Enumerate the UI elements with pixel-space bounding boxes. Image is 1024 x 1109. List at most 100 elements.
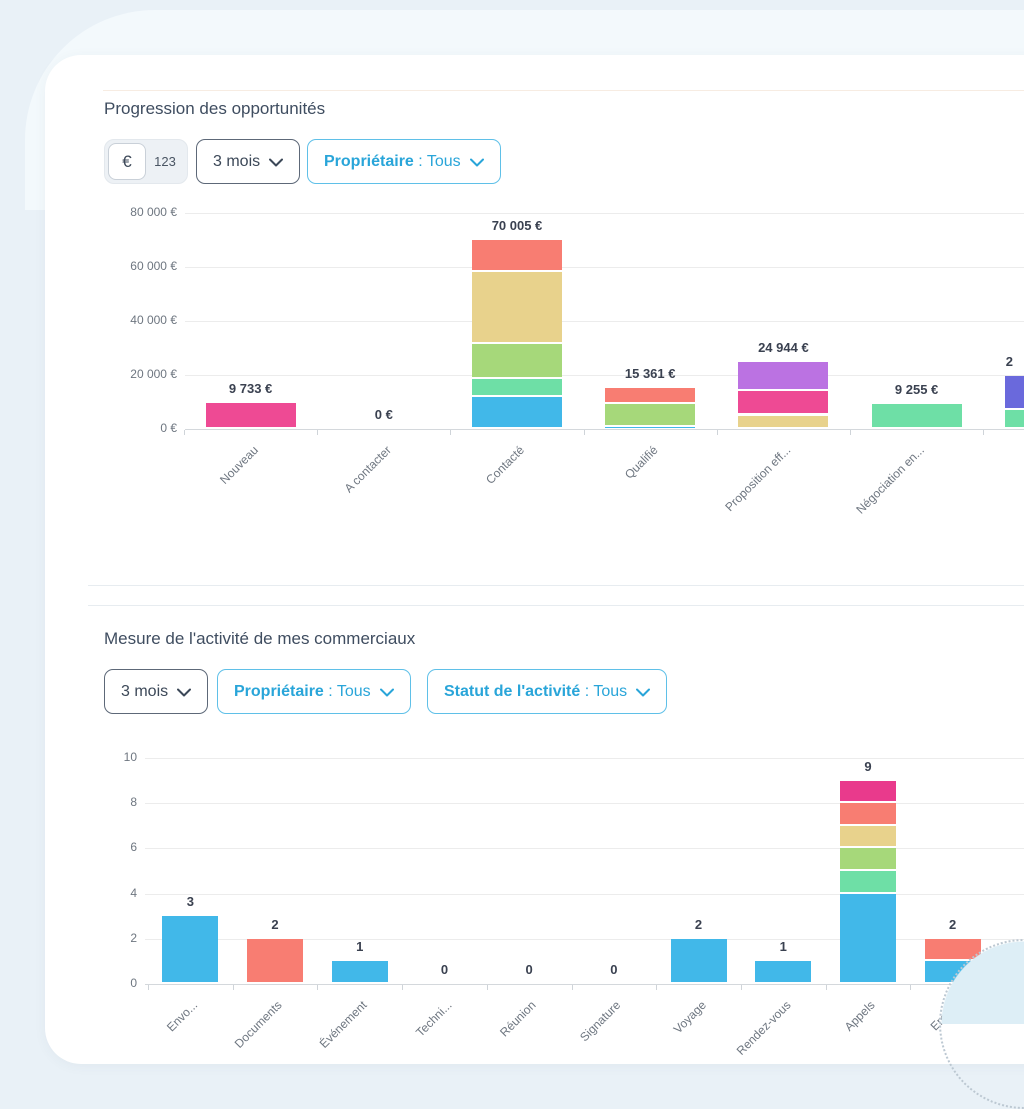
- y-axis-tick-label: 0 €: [160, 421, 177, 435]
- bar-segment-blue[interactable]: [331, 961, 388, 982]
- bar-value-label: 0: [525, 962, 533, 977]
- unit-toggle: € 123: [104, 139, 188, 184]
- y-axis-tick-label: 8: [130, 795, 137, 810]
- bar-value-label: 9 255 €: [894, 382, 939, 397]
- filter-label: Propriétaire: [324, 152, 414, 170]
- bar-value-label: 0 €: [374, 407, 393, 422]
- bar-value-label: 9: [864, 758, 872, 774]
- bar-segment-green[interactable]: [839, 848, 896, 869]
- bar-segment-blue[interactable]: [839, 893, 896, 982]
- period-select-opportunities[interactable]: 3 mois: [196, 139, 301, 184]
- filter-value: Tous: [593, 682, 628, 700]
- y-axis-tick-label: 80 000 €: [130, 205, 177, 219]
- bar-segment-blue[interactable]: [472, 396, 562, 427]
- y-axis-tick-label: 20 000 €: [130, 367, 177, 381]
- filter-separator: :: [323, 682, 337, 700]
- bar-segment-blue[interactable]: [755, 961, 812, 982]
- activity-chart: 10 8 6 4 2 0 3 Envo... 2 Documents 1 Événement 0 Tech…: [124, 750, 1024, 1058]
- bar-value-label: 3: [186, 894, 194, 910]
- bar-segment-blue[interactable]: [670, 938, 727, 982]
- bar-segment-indigo[interactable]: [1004, 376, 1024, 409]
- unit-toggle-currency-button[interactable]: €: [108, 143, 146, 180]
- bar-segment-pink[interactable]: [738, 391, 829, 414]
- bar-value-label: 0: [440, 962, 449, 977]
- bar-value-label: 9 733 €: [228, 380, 273, 396]
- axis-tick: [184, 430, 185, 435]
- x-axis-line: [185, 429, 1024, 430]
- opportunities-widget-title: Progression des opportunités: [104, 99, 326, 118]
- bar-segment-salmon[interactable]: [839, 803, 896, 824]
- bar-segment-salmon[interactable]: [472, 239, 562, 271]
- bar-value-label: 2: [694, 916, 703, 932]
- owner-filter-opportunities[interactable]: Propriétaire : Tous: [307, 139, 501, 184]
- chevron-down-icon: [269, 158, 284, 167]
- bar-segment-green[interactable]: [472, 343, 562, 378]
- axis-tick: [232, 985, 234, 990]
- axis-tick: [571, 985, 573, 990]
- bar-segment-tan[interactable]: [839, 825, 896, 847]
- bar-value-label: 70 005 €: [491, 217, 543, 233]
- chevron-down-icon: [177, 688, 192, 697]
- bar-segment-mint[interactable]: [839, 871, 896, 892]
- axis-tick: [486, 985, 488, 990]
- axis-tick: [825, 985, 827, 990]
- owner-filter-activity[interactable]: Propriétaire : Tous: [217, 669, 411, 714]
- filter-value: Tous: [336, 682, 371, 700]
- bar-value-label: 15 361 €: [624, 365, 676, 381]
- gridline: [145, 848, 1024, 850]
- y-axis-tick-label: 0: [130, 976, 137, 990]
- bar-segment-blue[interactable]: [162, 916, 219, 982]
- axis-tick: [740, 985, 742, 990]
- period-label: 3 mois: [121, 682, 169, 700]
- axis-tick: [317, 985, 319, 990]
- filter-label: Statut de l'activité: [444, 682, 581, 700]
- period-select-activity[interactable]: 3 mois: [104, 669, 209, 714]
- widget-divider: [88, 605, 1024, 606]
- gridline: [145, 893, 1024, 895]
- filter-separator: :: [413, 152, 427, 170]
- bar-segment-tan[interactable]: [472, 272, 562, 342]
- y-axis-tick-label: 2: [130, 930, 137, 945]
- period-label: 3 mois: [213, 152, 261, 170]
- status-filter-activity[interactable]: Statut de l'activité : Tous: [427, 669, 668, 714]
- x-axis-line: [145, 984, 1024, 985]
- bar-segment-magenta[interactable]: [839, 780, 896, 802]
- widget-divider: [88, 585, 1024, 586]
- bar-value-label: 1: [356, 939, 364, 955]
- gridline: [145, 938, 1024, 940]
- bar-value-label: 1: [779, 939, 787, 955]
- bar-segment-tan[interactable]: [738, 415, 829, 427]
- bar-segment-green[interactable]: [605, 403, 696, 425]
- bar-value-label: 0: [610, 962, 618, 977]
- y-axis-tick-label: 4: [130, 885, 137, 900]
- bar-segment-salmon[interactable]: [247, 938, 304, 982]
- axis-tick: [983, 430, 985, 435]
- bar-value-label: 2: [271, 916, 279, 932]
- bar-segment-pink[interactable]: [205, 402, 296, 427]
- chevron-down-icon: [636, 688, 651, 697]
- opportunities-chart: 80 000 € 60 000 € 40 000 € 20 000 € 0 € 9 733…: [130, 205, 1024, 517]
- axis-tick: [850, 430, 851, 435]
- bar-value-label: 2: [949, 916, 957, 932]
- axis-tick: [402, 985, 404, 990]
- unit-toggle-count-button[interactable]: 123: [146, 143, 184, 180]
- chevron-down-icon: [379, 688, 394, 697]
- axis-tick: [450, 430, 452, 435]
- axis-tick: [148, 985, 149, 990]
- axis-tick: [716, 430, 718, 435]
- activity-widget-title: Mesure de l'activité de mes commerciaux: [104, 629, 416, 648]
- filter-label: Propriétaire: [234, 682, 324, 700]
- gridline: [145, 758, 1024, 759]
- chevron-down-icon: [469, 158, 484, 167]
- bar-segment-purple[interactable]: [738, 361, 829, 390]
- bar-segment-mint[interactable]: [871, 404, 962, 427]
- y-axis-tick-label: 6: [130, 840, 137, 855]
- bar-segment-salmon[interactable]: [605, 387, 696, 402]
- bar-segment-mint[interactable]: [1004, 410, 1024, 427]
- axis-tick: [656, 985, 658, 990]
- bar-segment-mint[interactable]: [472, 379, 562, 395]
- bar-segment-blue[interactable]: [605, 426, 696, 429]
- axis-tick: [910, 985, 912, 990]
- gridline: [185, 213, 1024, 214]
- filter-separator: :: [580, 682, 594, 700]
